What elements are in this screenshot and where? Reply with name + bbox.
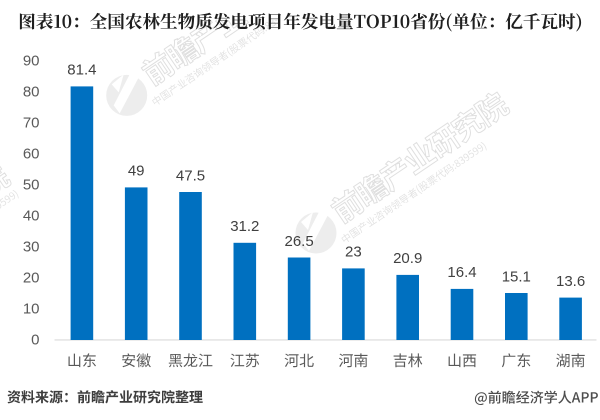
svg-text:50: 50 — [23, 177, 40, 194]
svg-text:15.1: 15.1 — [502, 268, 531, 285]
svg-text:90: 90 — [23, 53, 40, 70]
svg-text:31.2: 31.2 — [230, 218, 259, 235]
svg-text:0: 0 — [31, 332, 39, 349]
svg-text:80: 80 — [23, 84, 40, 101]
svg-text:10: 10 — [23, 301, 40, 318]
svg-text:20: 20 — [23, 270, 40, 287]
svg-text:13.6: 13.6 — [556, 273, 585, 290]
svg-text:70: 70 — [23, 115, 40, 132]
svg-text:20.9: 20.9 — [393, 250, 422, 267]
svg-text:26.5: 26.5 — [284, 233, 313, 250]
svg-text:47.5: 47.5 — [176, 167, 205, 184]
svg-text:30: 30 — [23, 239, 40, 256]
svg-text:49: 49 — [128, 163, 145, 180]
svg-text:40: 40 — [23, 208, 40, 225]
svg-text:81.4: 81.4 — [67, 62, 96, 79]
svg-text:23: 23 — [345, 244, 362, 261]
svg-text:60: 60 — [23, 146, 40, 163]
svg-text:16.4: 16.4 — [447, 264, 476, 281]
